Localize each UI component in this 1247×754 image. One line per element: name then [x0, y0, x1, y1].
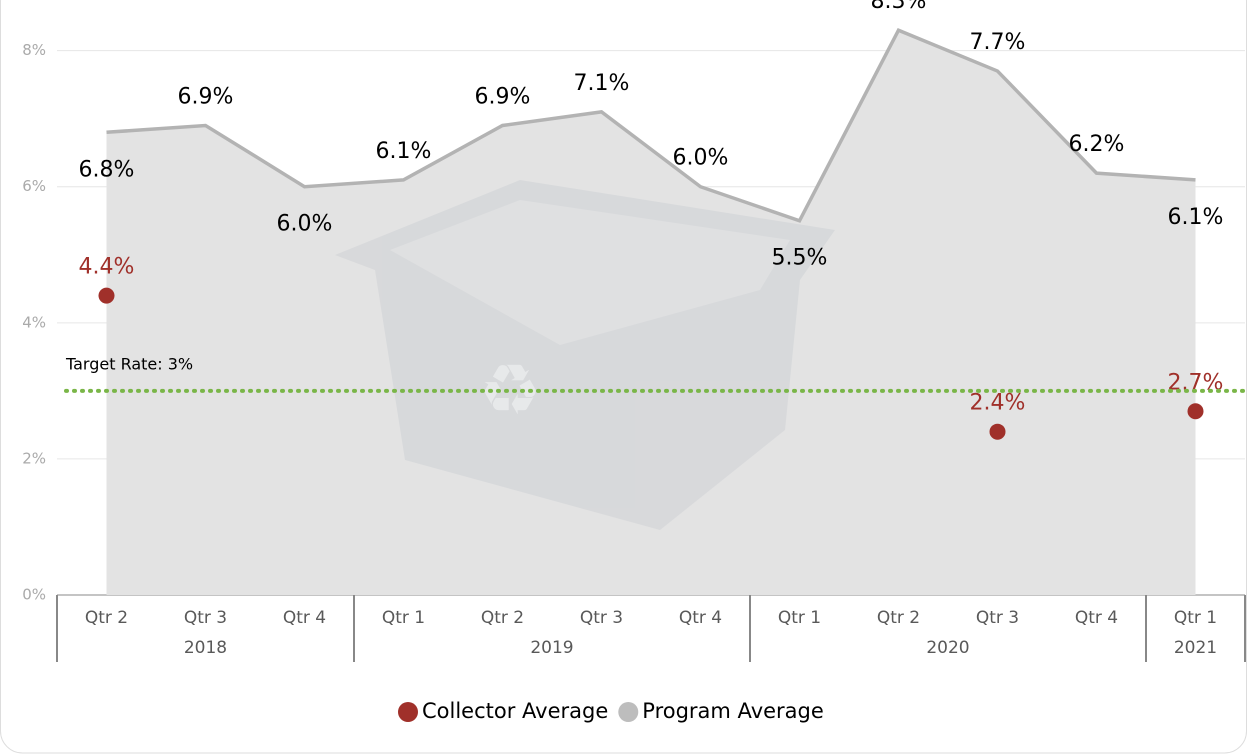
x-tick-label: Qtr 1: [382, 608, 425, 628]
point: [1188, 403, 1204, 419]
data-label: 7.1%: [574, 71, 630, 96]
y-tick-label: 0%: [22, 586, 46, 604]
legend-label: Collector Average: [422, 699, 608, 723]
point: [99, 288, 115, 304]
data-label: 6.8%: [79, 157, 135, 182]
x-tick-label: Qtr 1: [1174, 608, 1217, 628]
x-tick-label: Qtr 3: [184, 608, 227, 628]
y-tick-label: 2%: [22, 449, 46, 467]
x-tick-label: Qtr 1: [778, 608, 821, 628]
x-tick-label: Qtr 4: [1075, 608, 1118, 628]
y-tick-label: 6%: [22, 177, 46, 195]
data-label: 2.4%: [970, 391, 1026, 416]
x-group-label: 2018: [184, 638, 227, 658]
x-tick-label: Qtr 2: [877, 608, 920, 628]
data-label: 6.9%: [178, 84, 234, 109]
x-group-label: 2019: [530, 638, 573, 658]
data-label: 4.4%: [79, 255, 135, 280]
x-tick-label: Qtr 4: [283, 608, 326, 628]
x-group-label: 2020: [926, 638, 969, 658]
x-tick-label: Qtr 2: [481, 608, 524, 628]
target-label: Target Rate: 3%: [65, 354, 193, 373]
legend-marker: [618, 702, 638, 722]
x-tick-label: Qtr 3: [976, 608, 1019, 628]
legend-label: Program Average: [642, 699, 824, 723]
x-tick-label: Qtr 3: [580, 608, 623, 628]
x-tick-label: Qtr 2: [85, 608, 128, 628]
data-label: 6.1%: [1168, 205, 1224, 230]
y-tick-label: 8%: [22, 41, 46, 59]
data-label: 6.0%: [673, 146, 729, 171]
data-label: 5.5%: [772, 246, 828, 271]
data-label: 6.0%: [277, 212, 333, 237]
y-tick-label: 4%: [22, 313, 46, 331]
data-label: 6.9%: [475, 84, 531, 109]
legend-marker: [398, 702, 418, 722]
data-label: 6.1%: [376, 139, 432, 164]
point: [990, 424, 1006, 440]
data-label: 6.2%: [1069, 132, 1125, 157]
data-label: 7.7%: [970, 30, 1026, 55]
x-tick-label: Qtr 4: [679, 608, 722, 628]
chart: 0%2%4%6%8% ♻ Qtr 2Qtr 3Qtr 4Qtr 1Qtr 2Qt…: [0, 0, 1247, 754]
data-label: 8.3%: [871, 0, 927, 14]
x-group-label: 2021: [1174, 638, 1217, 658]
